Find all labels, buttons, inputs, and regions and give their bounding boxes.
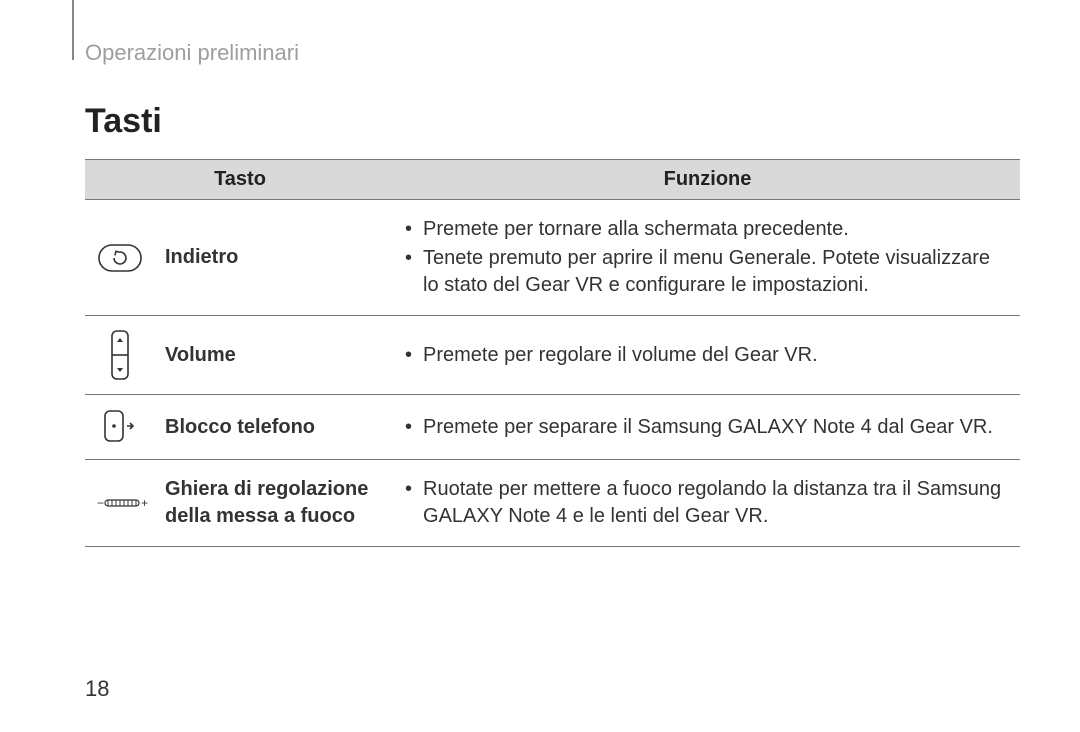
table-row: Blocco telefono Premete per separare il … (85, 395, 1020, 460)
icon-cell: − + (85, 460, 155, 547)
function-bullet: Premete per separare il Samsung GALAXY N… (405, 414, 1010, 441)
function-cell: Premete per separare il Samsung GALAXY N… (395, 395, 1020, 460)
svg-text:−: − (97, 496, 104, 510)
key-label-cell: Ghiera di regolazione della messa a fuoc… (155, 460, 395, 547)
key-label-cell: Blocco telefono (155, 395, 395, 460)
key-label: Blocco telefono (165, 416, 315, 438)
manual-page: Operazioni preliminari Tasti Tasto Funzi… (0, 0, 1080, 732)
table-row: − + (85, 460, 1020, 547)
icon-cell (85, 316, 155, 395)
function-cell: Premete per tornare alla schermata prece… (395, 200, 1020, 316)
function-cell: Ruotate per mettere a fuoco regolando la… (395, 460, 1020, 547)
function-bullet: Tenete premuto per aprire il menu Genera… (405, 245, 1010, 299)
top-rule (72, 0, 74, 60)
keys-table: Tasto Funzione Indietro (85, 159, 1020, 547)
key-label: Volume (165, 344, 236, 366)
back-icon (98, 244, 142, 272)
icon-cell (85, 395, 155, 460)
function-bullet: Premete per regolare il volume del Gear … (405, 342, 1010, 369)
key-label: Indietro (165, 246, 238, 268)
key-label-cell: Volume (155, 316, 395, 395)
key-label-line1: Ghiera di regolazione (165, 478, 368, 500)
header-key: Tasto (85, 160, 395, 200)
function-bullet: Ruotate per mettere a fuoco regolando la… (405, 476, 1010, 530)
function-bullet: Premete per tornare alla schermata prece… (405, 216, 1010, 243)
key-label-cell: Indietro (155, 200, 395, 316)
icon-cell (85, 200, 155, 316)
table-row: Volume Premete per regolare il volume de… (85, 316, 1020, 395)
table-row: Indietro Premete per tornare alla scherm… (85, 200, 1020, 316)
lock-icon (103, 409, 137, 445)
volume-icon (109, 330, 131, 380)
page-title: Tasti (85, 102, 1020, 141)
focus-wheel-icon: − + (95, 495, 149, 511)
svg-text:+: + (141, 496, 148, 510)
table-header-row: Tasto Funzione (85, 160, 1020, 200)
breadcrumb: Operazioni preliminari (85, 40, 1020, 66)
page-number: 18 (85, 676, 109, 702)
key-label-line2: della messa a fuoco (165, 505, 355, 527)
function-cell: Premete per regolare il volume del Gear … (395, 316, 1020, 395)
header-function: Funzione (395, 160, 1020, 200)
